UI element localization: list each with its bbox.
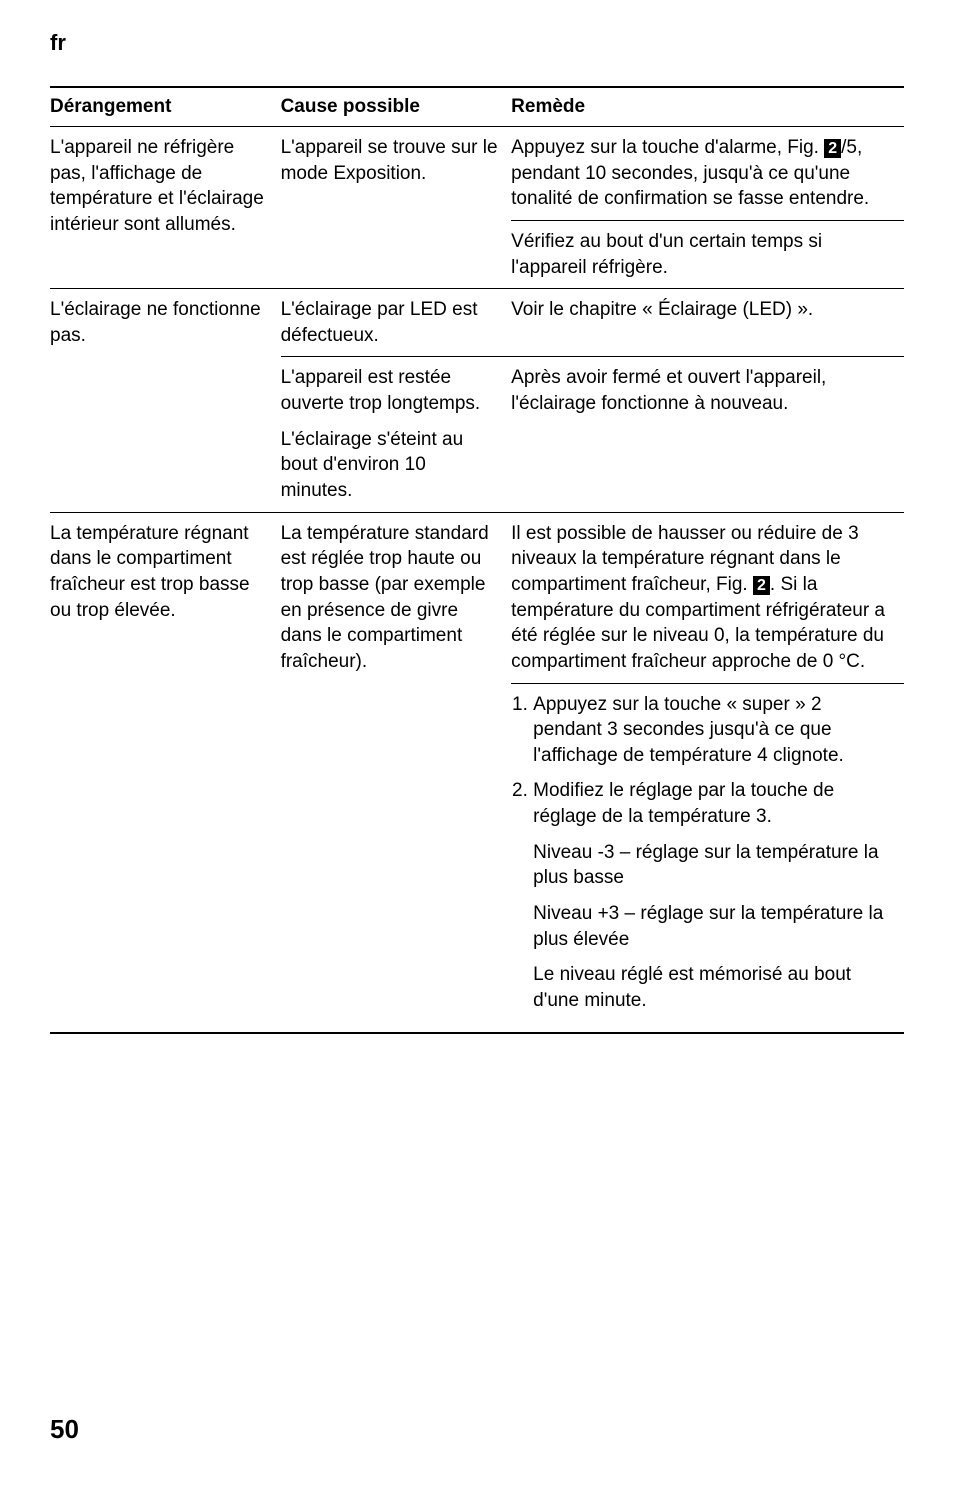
step-text: Modifiez le réglage par la touche de rég…	[533, 778, 894, 829]
header-derangement: Dérangement	[50, 87, 281, 127]
page-number: 50	[50, 1414, 904, 1445]
language-label: fr	[50, 30, 904, 56]
cell-derangement: La température régnant dans le compartim…	[50, 512, 281, 1032]
cell-remede: Appuyez sur la touche d'alarme, Fig. 2/5…	[511, 127, 904, 221]
figure-ref-icon: 2	[824, 139, 841, 158]
figure-ref-icon: 2	[753, 576, 770, 595]
cell-cause: L'appareil est restée ouverte trop longt…	[281, 357, 512, 512]
step-note: Le niveau réglé est mémorisé au bout d'u…	[533, 962, 894, 1013]
list-item: Appuyez sur la touche « super » 2 pendan…	[533, 692, 894, 769]
cell-cause: L'éclairage par LED est défectueux.	[281, 289, 512, 357]
header-cause: Cause possible	[281, 87, 512, 127]
troubleshooting-table: Dérangement Cause possible Remède L'appa…	[50, 86, 904, 1034]
cell-cause: La température standard est réglée trop …	[281, 512, 512, 1032]
cell-remede: Voir le chapitre « Éclairage (LED) ».	[511, 289, 904, 357]
step-note: Niveau -3 – réglage sur la température l…	[533, 840, 894, 891]
cause-text-a: L'appareil est restée ouverte trop longt…	[281, 365, 502, 416]
step-note: Niveau +3 – réglage sur la température l…	[533, 901, 894, 952]
cell-remede: Vérifiez au bout d'un certain temps si l…	[511, 220, 904, 288]
cell-cause: L'appareil se trouve sur le mode Exposit…	[281, 127, 512, 289]
remede-text-a: Appuyez sur la touche d'alarme, Fig.	[511, 137, 824, 158]
cell-derangement: L'appareil ne réfrigère pas, l'affichage…	[50, 127, 281, 289]
list-item: Modifiez le réglage par la touche de rég…	[533, 778, 894, 1013]
cell-remede: Il est possible de hausser ou réduire de…	[511, 512, 904, 683]
cell-remede: Appuyez sur la touche « super » 2 pendan…	[511, 683, 904, 1033]
table-row: La température régnant dans le compartim…	[50, 512, 904, 683]
table-row: L'éclairage ne fonctionne pas. L'éclaira…	[50, 289, 904, 357]
cell-derangement: L'éclairage ne fonctionne pas.	[50, 289, 281, 512]
table-row: L'appareil ne réfrigère pas, l'affichage…	[50, 127, 904, 221]
cause-text-b: L'éclairage s'éteint au bout d'environ 1…	[281, 427, 502, 504]
remede-steps-list: Appuyez sur la touche « super » 2 pendan…	[511, 692, 894, 1014]
cell-remede: Après avoir fermé et ouvert l'appareil, …	[511, 357, 904, 512]
header-remede: Remède	[511, 87, 904, 127]
